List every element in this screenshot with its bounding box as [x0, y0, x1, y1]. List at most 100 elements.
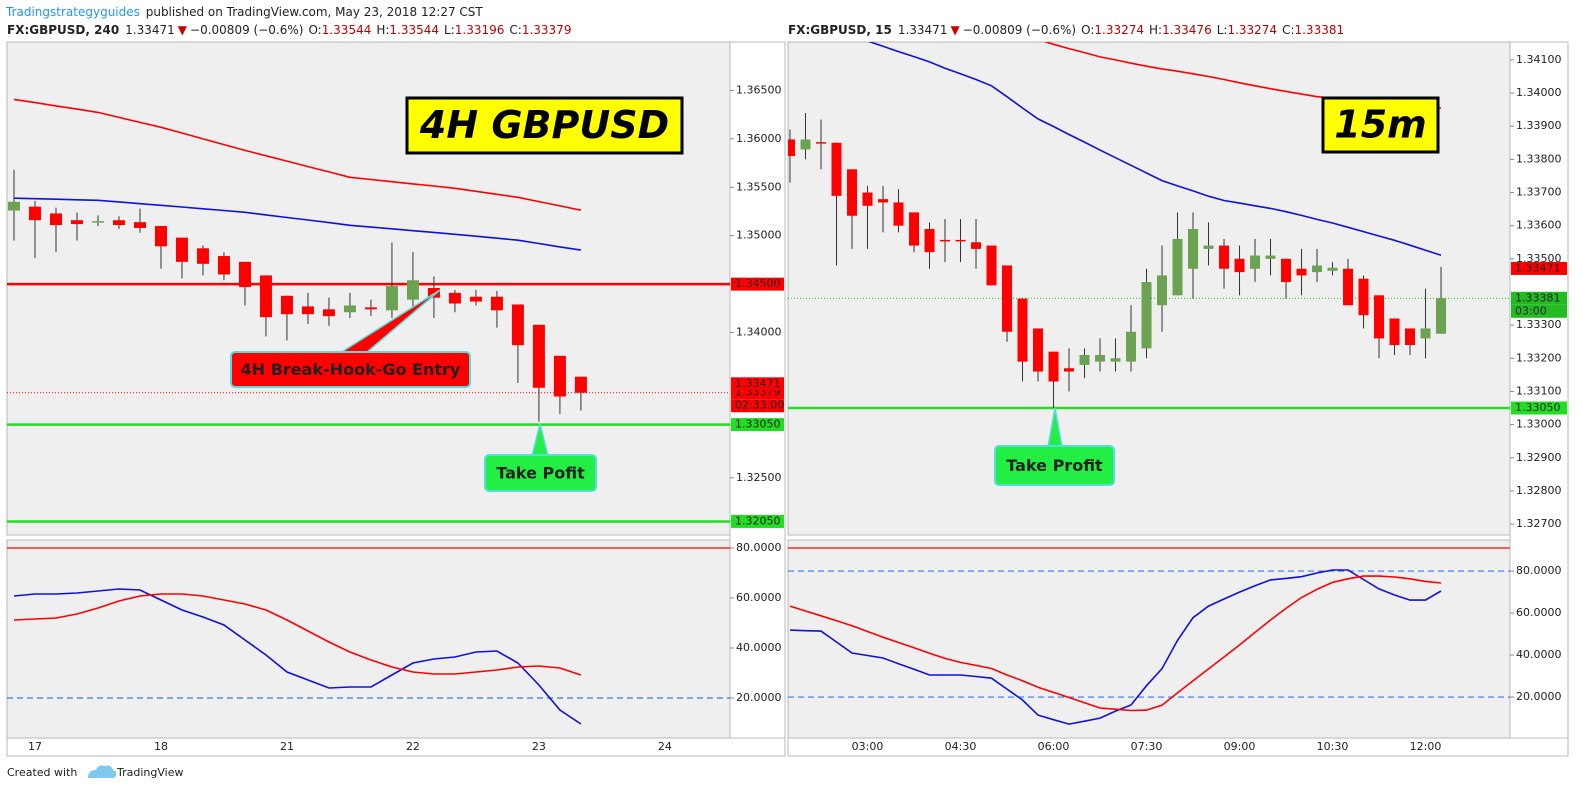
candle-body — [301, 306, 314, 315]
main-plot — [788, 42, 1510, 410]
price-badge-label: 1.33471 — [1515, 261, 1561, 274]
quote-value: 1.33379 — [522, 23, 572, 37]
candle-body — [1436, 298, 1447, 334]
y-tick-label: 1.33500 — [1516, 252, 1562, 265]
change: −0.00809 (−0.6%) — [190, 23, 303, 37]
price-badge-label: 1.33050 — [1515, 401, 1561, 414]
x-tick-label: 24 — [658, 740, 672, 753]
chart-title: 4H GBPUSD — [419, 103, 669, 147]
candle-body — [196, 248, 209, 264]
candle-body — [878, 199, 889, 203]
candle-body — [1405, 328, 1416, 346]
time-labels: 03:00 04:30 06:00 07:30 09:00 10:30 12:00 — [852, 740, 1442, 753]
callout-box — [230, 351, 471, 388]
price-badge — [731, 418, 784, 432]
candle-body — [91, 221, 104, 223]
candle-body — [1389, 318, 1400, 346]
oscillator-pane — [787, 539, 1511, 739]
change-arrow: ▼ — [950, 23, 960, 37]
y-tick-label: 1.33600 — [1516, 219, 1562, 232]
candle-body — [1358, 278, 1369, 316]
y-tick-label: 1.32800 — [1516, 484, 1562, 497]
oscillator-line — [13, 588, 582, 725]
oscillator-line — [789, 569, 1442, 725]
oscillator-line — [13, 593, 582, 676]
candle-body — [831, 142, 842, 196]
x-tick-label: 22 — [406, 740, 420, 753]
y-tick-label: 1.35000 — [736, 229, 782, 242]
header-line: Tradingstrategyguides published on Tradi… — [5, 5, 483, 19]
candle-body — [924, 228, 935, 253]
quote-label: L: — [444, 23, 455, 37]
price-badge-label: 1.33050 — [735, 418, 781, 431]
time-axis — [6, 737, 786, 757]
title-box — [405, 96, 684, 155]
y-tick-label: 80.0000 — [1516, 564, 1562, 577]
y-tick-label: 1.33800 — [1516, 152, 1562, 165]
y-tick-label: 60.0000 — [1516, 606, 1562, 619]
y-tick-label: 1.34000 — [1516, 86, 1562, 99]
candle-body — [7, 201, 20, 211]
y-tick-label: 1.32500 — [736, 471, 782, 484]
chart-title: 15m — [1334, 103, 1426, 147]
x-tick-label: 10:30 — [1317, 740, 1349, 753]
candle-body — [574, 376, 587, 393]
price-badge — [731, 277, 784, 291]
quote-label: O: — [308, 23, 321, 37]
brand-logo — [88, 765, 117, 778]
y-tick-label: 1.33700 — [1516, 186, 1562, 199]
y-tick-label: 40.0000 — [736, 641, 782, 654]
author: Tradingstrategyguides — [5, 5, 140, 19]
candle-body — [49, 213, 62, 226]
y-tick-label: 1.33900 — [1516, 119, 1562, 132]
x-tick-label: 12:00 — [1410, 740, 1442, 753]
candle-body — [1265, 255, 1276, 259]
quote-label: H: — [1149, 23, 1162, 37]
price-badge — [1511, 261, 1567, 275]
footer-created: Created with — [7, 766, 77, 779]
y-tick-label: 1.34100 — [1516, 53, 1562, 66]
x-tick-label: 23 — [532, 740, 546, 753]
oscillator-line — [789, 575, 1442, 712]
candle-body — [1017, 298, 1028, 362]
candle-body — [70, 220, 83, 225]
price-badge-label: 1.34500 — [735, 277, 781, 290]
quote-value: 1.33544 — [322, 23, 372, 37]
candle-body — [1126, 331, 1137, 362]
candle-body — [532, 324, 545, 388]
y-tick-label: 1.32900 — [1516, 451, 1562, 464]
candle-body — [1281, 258, 1292, 283]
price-badge — [731, 514, 784, 528]
quote-value: 1.33476 — [1162, 23, 1212, 37]
price-badge-label: 1.33471 — [735, 377, 781, 390]
candle-body — [971, 242, 982, 249]
candle-body — [322, 309, 335, 317]
candle-body — [1374, 295, 1385, 339]
y-tick-label: 1.33300 — [1516, 318, 1562, 331]
candle-body — [175, 237, 188, 262]
x-tick-label: 06:00 — [1038, 740, 1070, 753]
candle-body — [469, 296, 482, 302]
candle-body — [1002, 265, 1013, 332]
y-tick-label: 1.36000 — [736, 132, 782, 145]
candle-body — [343, 305, 356, 313]
y-tick-label: 1.33200 — [1516, 351, 1562, 364]
footer-brand[interactable]: TradingView — [116, 766, 183, 779]
quote-label: O: — [1081, 23, 1094, 37]
candle-body — [940, 239, 951, 242]
price-badge-label: 1.32050 — [735, 514, 781, 527]
quote-label: L: — [1217, 23, 1228, 37]
x-tick-label: 09:00 — [1224, 740, 1256, 753]
candle-body — [1095, 354, 1106, 362]
change-arrow: ▼ — [178, 23, 188, 37]
candle-body — [427, 288, 440, 298]
price-badge-label: 1.33381 — [1515, 291, 1561, 304]
candle-body — [364, 307, 377, 310]
y-tick-label: 80.0000 — [736, 541, 782, 554]
candle-body — [893, 202, 904, 226]
candle-body — [862, 192, 873, 206]
candle-body — [955, 239, 966, 242]
candle-body — [1064, 368, 1075, 372]
callout-box — [484, 454, 597, 492]
quote-value: 1.33274 — [1227, 23, 1277, 37]
